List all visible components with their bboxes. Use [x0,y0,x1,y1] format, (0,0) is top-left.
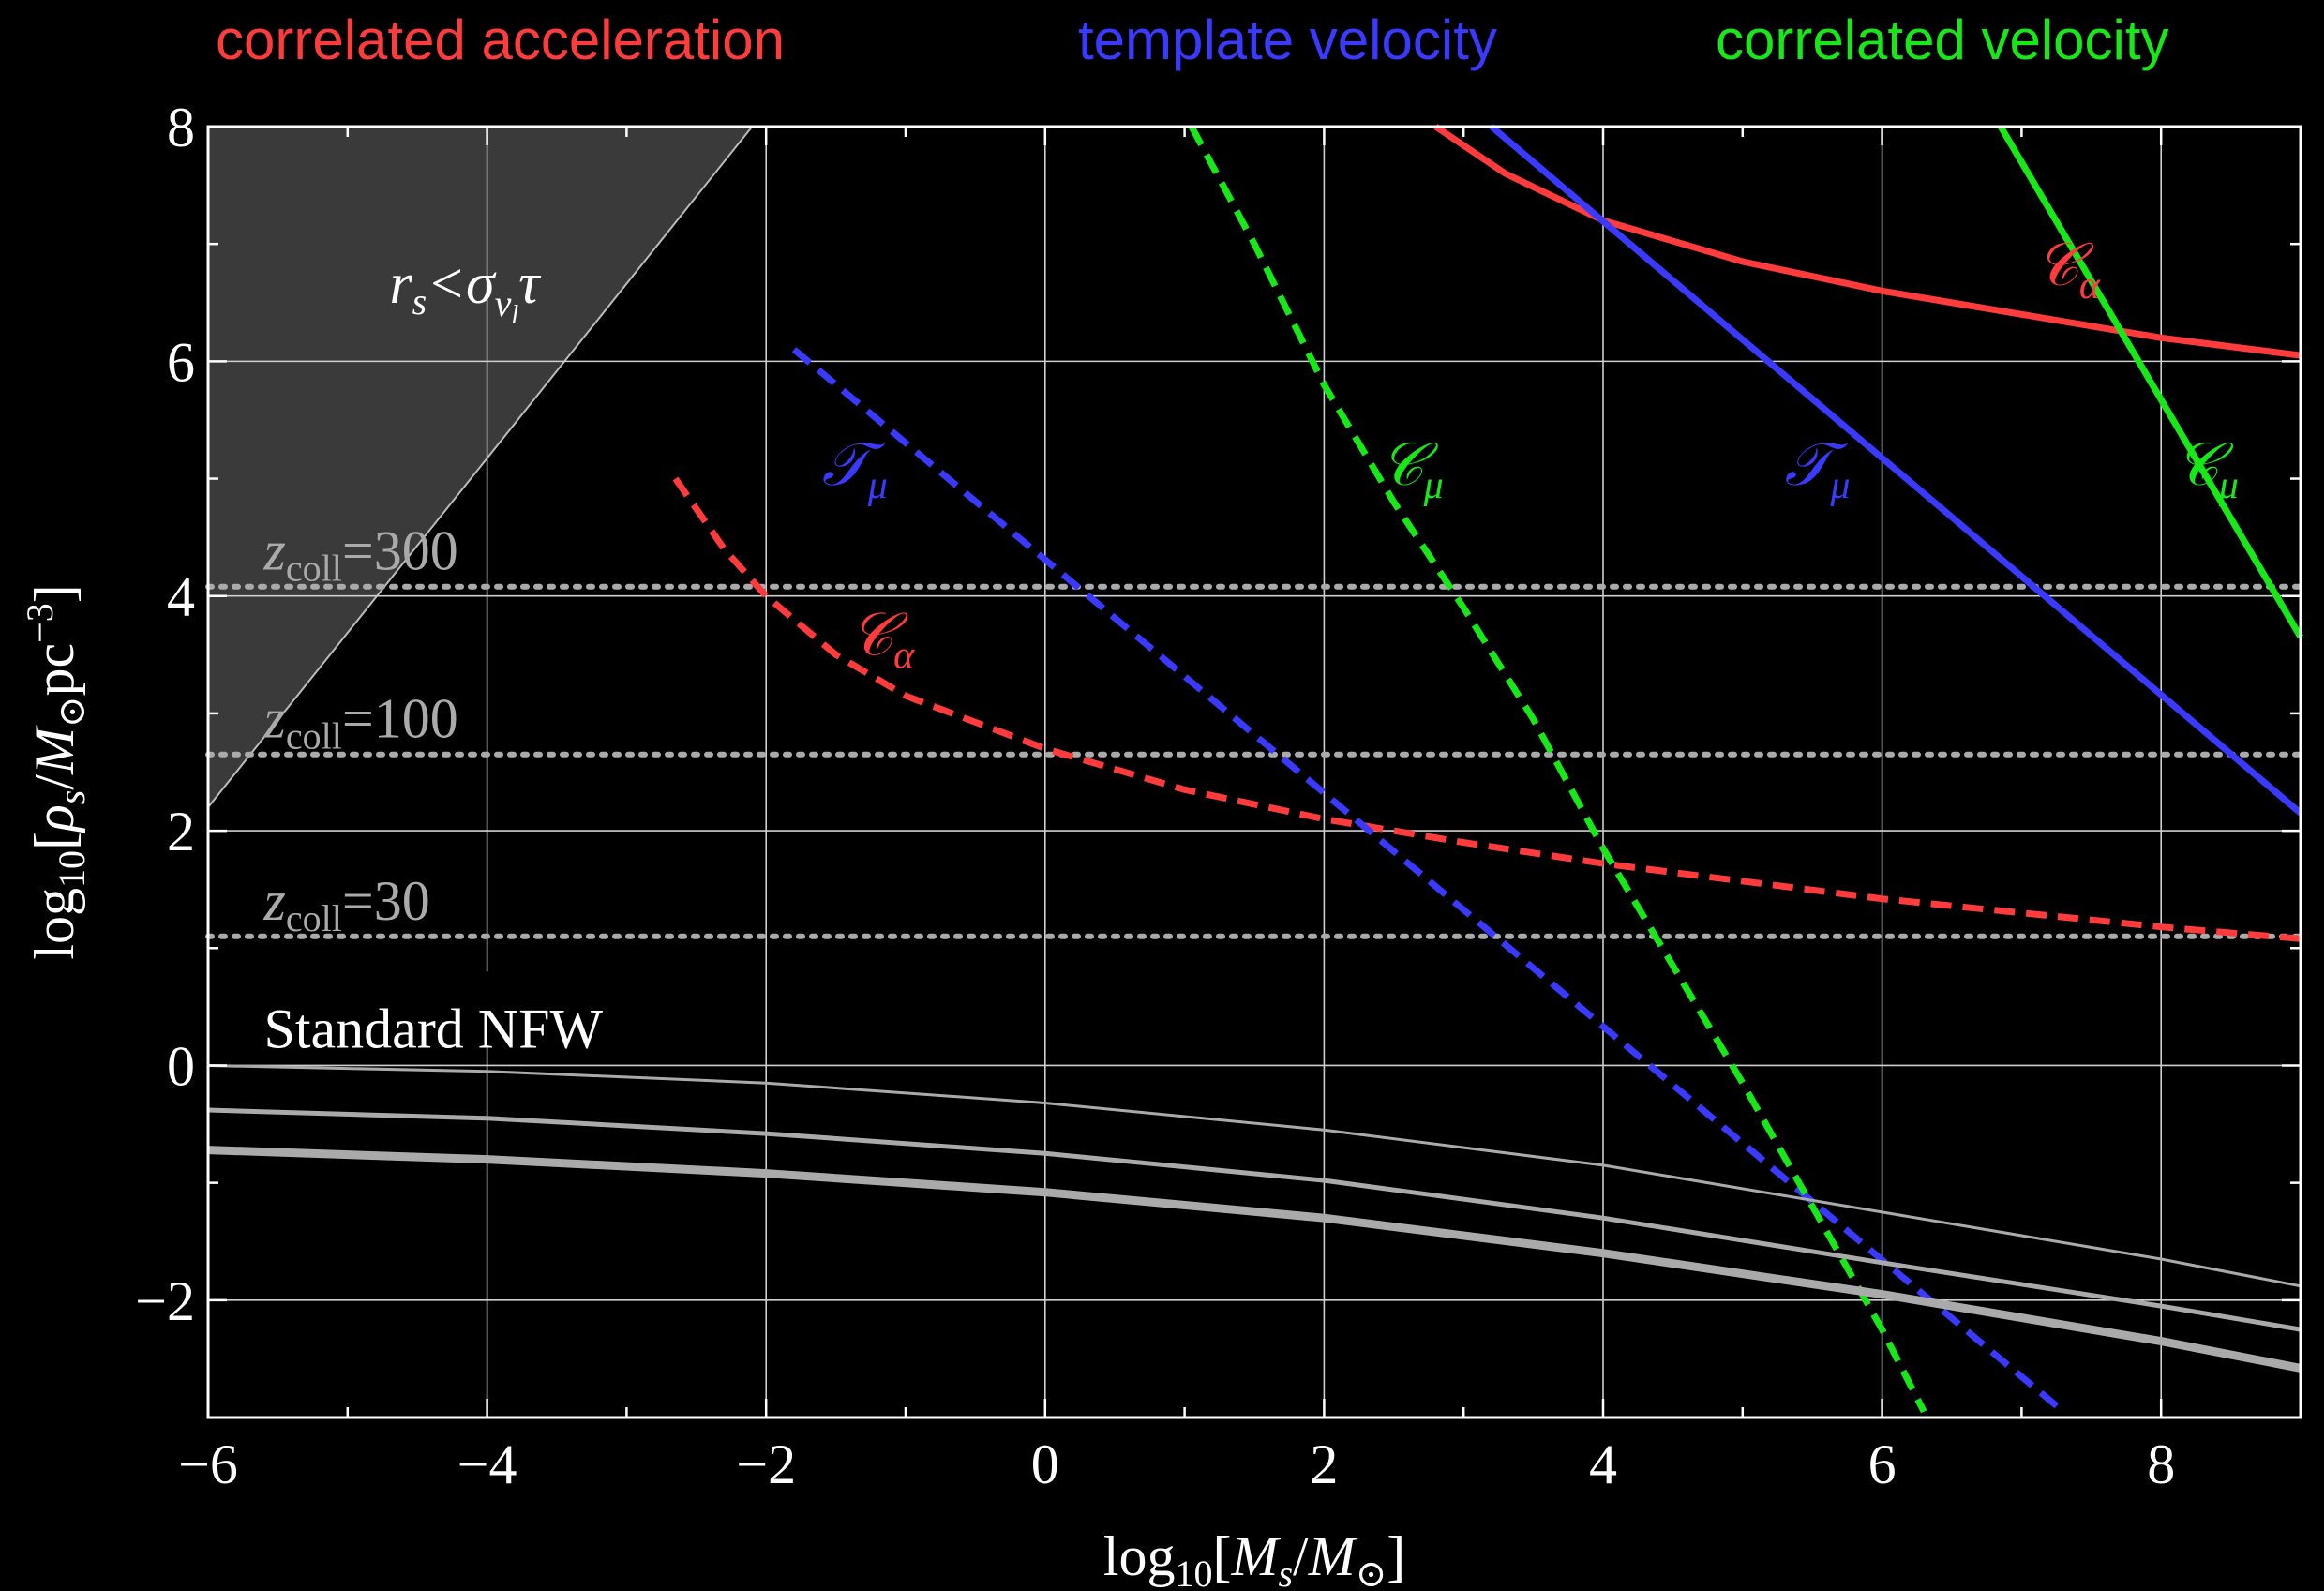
y-tick-label: 8 [167,97,195,158]
curve-annotation-acceleration: 𝒞α [849,601,915,677]
series-corr_solid [1998,125,2304,639]
series-corr_dashed [1188,125,1927,1414]
series-acc_dashed [672,476,2302,942]
series-acc_solid [1433,124,2302,359]
collapse-label: zcoll=100 [263,688,458,758]
curve-annotation-template: 𝒯μ [822,431,888,507]
plot-frame [206,125,2302,1419]
y-tick-label: 4 [167,566,195,628]
standard-nfw-label: Standard NFW [264,998,604,1060]
curve-annotation-correlated: 𝒞μ [1380,431,1444,507]
standard-nfw-label-bg [249,971,663,1047]
curve-annotation-correlated: 𝒞μ [2175,431,2239,507]
y-tick-label: −2 [135,1270,195,1332]
y-axis-label: log10[ρs/M⊙pc−3] [19,584,93,959]
y-tick-label: 0 [167,1035,195,1097]
legend-template: template velocity [1078,8,1497,71]
x-tick-label: 6 [1868,1433,1897,1495]
x-tick-label: 4 [1589,1433,1617,1495]
legend-acceleration: correlated acceleration [216,8,786,71]
x-tick-label: −6 [178,1433,238,1495]
y-tick-label: 6 [167,331,195,393]
collapse-label: zcoll=300 [263,520,458,590]
series-nfw_mid [207,1107,2302,1332]
excluded-region [207,126,755,810]
curve-annotation-template: 𝒯μ [1784,431,1850,507]
collapse-label: zcoll=30 [263,870,430,939]
y-tick-label: 2 [167,801,195,863]
curve-annotation-acceleration: 𝒞α [2035,232,2101,308]
x-tick-label: −4 [457,1433,517,1495]
series-tmpl_dashed [791,347,2066,1415]
series-tmpl_solid [1489,124,2303,816]
x-tick-label: −2 [736,1433,796,1495]
series-nfw_top [207,1064,2302,1288]
legend-correlated: correlated velocity [1716,8,2169,71]
x-axis-label: log10[Ms/M⊙] [1103,1525,1405,1591]
x-tick-label: 0 [1031,1433,1059,1495]
series-nfw_bot [207,1146,2302,1373]
x-tick-label: 2 [1310,1433,1338,1495]
x-tick-label: 8 [2147,1433,2175,1495]
excluded-region-label: rs<σvlτ [389,252,542,330]
